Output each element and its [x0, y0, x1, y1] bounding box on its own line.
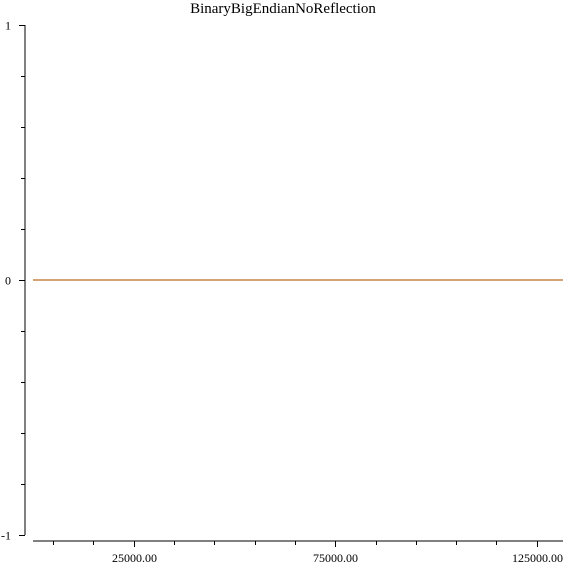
- y-tick-label: -1: [1, 529, 11, 543]
- y-tick-label: 0: [5, 274, 11, 288]
- chart-title: BinaryBigEndianNoReflection: [190, 1, 376, 17]
- x-tick-label: 75000.00: [313, 551, 358, 565]
- x-tick-label: 125000.00: [512, 551, 563, 565]
- x-tick-label: 25000.00: [112, 551, 157, 565]
- axes: 1 0 -1 25000.00 75000.00 125000.00: [1, 19, 563, 565]
- y-tick-label: 1: [5, 19, 11, 33]
